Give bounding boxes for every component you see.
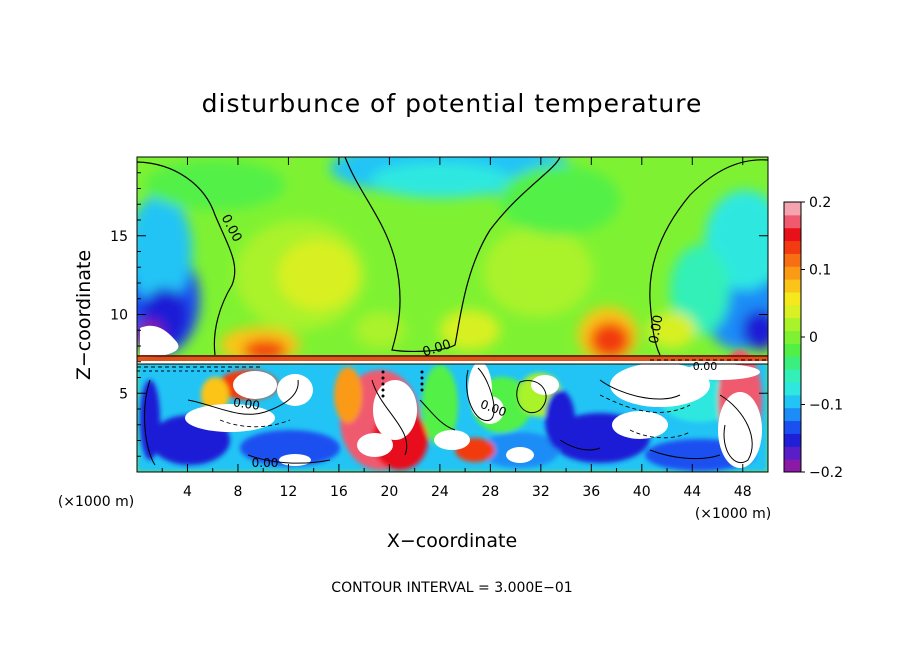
colorbar-swatch xyxy=(784,227,801,242)
heatmap-field: 0.00 0.00 0.00 0.00 0.00 0.00 0.00 xyxy=(137,157,768,472)
chart-title: disturbunce of potential temperature xyxy=(202,89,703,118)
colorbar-swatch xyxy=(784,292,801,306)
colorbar-swatch xyxy=(784,382,801,396)
y-tick-label: 15 xyxy=(110,229,128,245)
x-tick-label: 48 xyxy=(734,484,752,500)
x-tick-label: 28 xyxy=(481,484,499,500)
x-tick-label: 12 xyxy=(280,484,298,500)
contour-label: 0.00 xyxy=(693,360,718,373)
colorbar-tick-label: 0 xyxy=(809,330,818,346)
contour-label: 0.00 xyxy=(232,395,260,413)
y-axis: 5 10 15 xyxy=(110,172,768,457)
colorbar-swatch xyxy=(784,266,801,280)
colorbar-swatch xyxy=(784,214,801,229)
x-axis: 4 8 12 16 20 24 28 32 36 40 44 48 xyxy=(161,157,752,500)
colorbar-swatch xyxy=(784,279,801,293)
colorbar-tick-label: 0.2 xyxy=(809,195,831,211)
y-tick-label: 10 xyxy=(110,308,128,324)
colorbar-swatch xyxy=(784,202,801,216)
colorbar-swatch xyxy=(784,407,801,422)
x-tick-label: 20 xyxy=(380,484,398,500)
x-unit-left: (×1000 m) xyxy=(58,494,134,510)
colorbar-swatch xyxy=(784,240,801,254)
x-tick-label: 40 xyxy=(633,484,651,500)
x-unit-right: (×1000 m) xyxy=(695,506,771,522)
colorbar-swatch xyxy=(784,304,801,319)
colorbar-swatch xyxy=(784,317,801,332)
x-tick-label: 32 xyxy=(532,484,550,500)
colorbar-swatch xyxy=(784,446,801,460)
contour-label: 0.00 xyxy=(252,456,279,470)
colorbar-swatch xyxy=(784,433,801,447)
colorbar-swatch xyxy=(784,369,801,383)
colorbar-swatch xyxy=(784,459,801,473)
colorbar-swatch xyxy=(784,420,801,434)
y-tick-label: 5 xyxy=(119,386,128,402)
x-tick-label: 44 xyxy=(683,484,701,500)
x-tick-label: 24 xyxy=(431,484,449,500)
x-axis-label: X−coordinate xyxy=(387,530,517,552)
colorbar: 0.2 0.1 0 −0.1 −0.2 xyxy=(783,195,843,481)
x-tick-label: 36 xyxy=(582,484,600,500)
contour-interval-note: CONTOUR INTERVAL = 3.000E−01 xyxy=(331,580,572,596)
contour-label: 0.00 xyxy=(647,314,667,345)
colorbar-tick-label: −0.1 xyxy=(809,398,843,414)
colorbar-swatch xyxy=(784,394,801,409)
x-tick-label: 4 xyxy=(183,484,192,500)
colorbar-swatch xyxy=(784,343,801,357)
x-tick-label: 16 xyxy=(330,484,348,500)
colorbar-swatch xyxy=(784,253,801,267)
y-axis-label: Z−coordinate xyxy=(73,250,95,380)
x-tick-label: 8 xyxy=(233,484,242,500)
colorbar-tick-label: 0.1 xyxy=(809,263,831,279)
colorbar-tick-label: −0.2 xyxy=(809,465,843,481)
colorbar-swatch xyxy=(784,330,801,344)
colorbar-swatch xyxy=(784,356,801,370)
